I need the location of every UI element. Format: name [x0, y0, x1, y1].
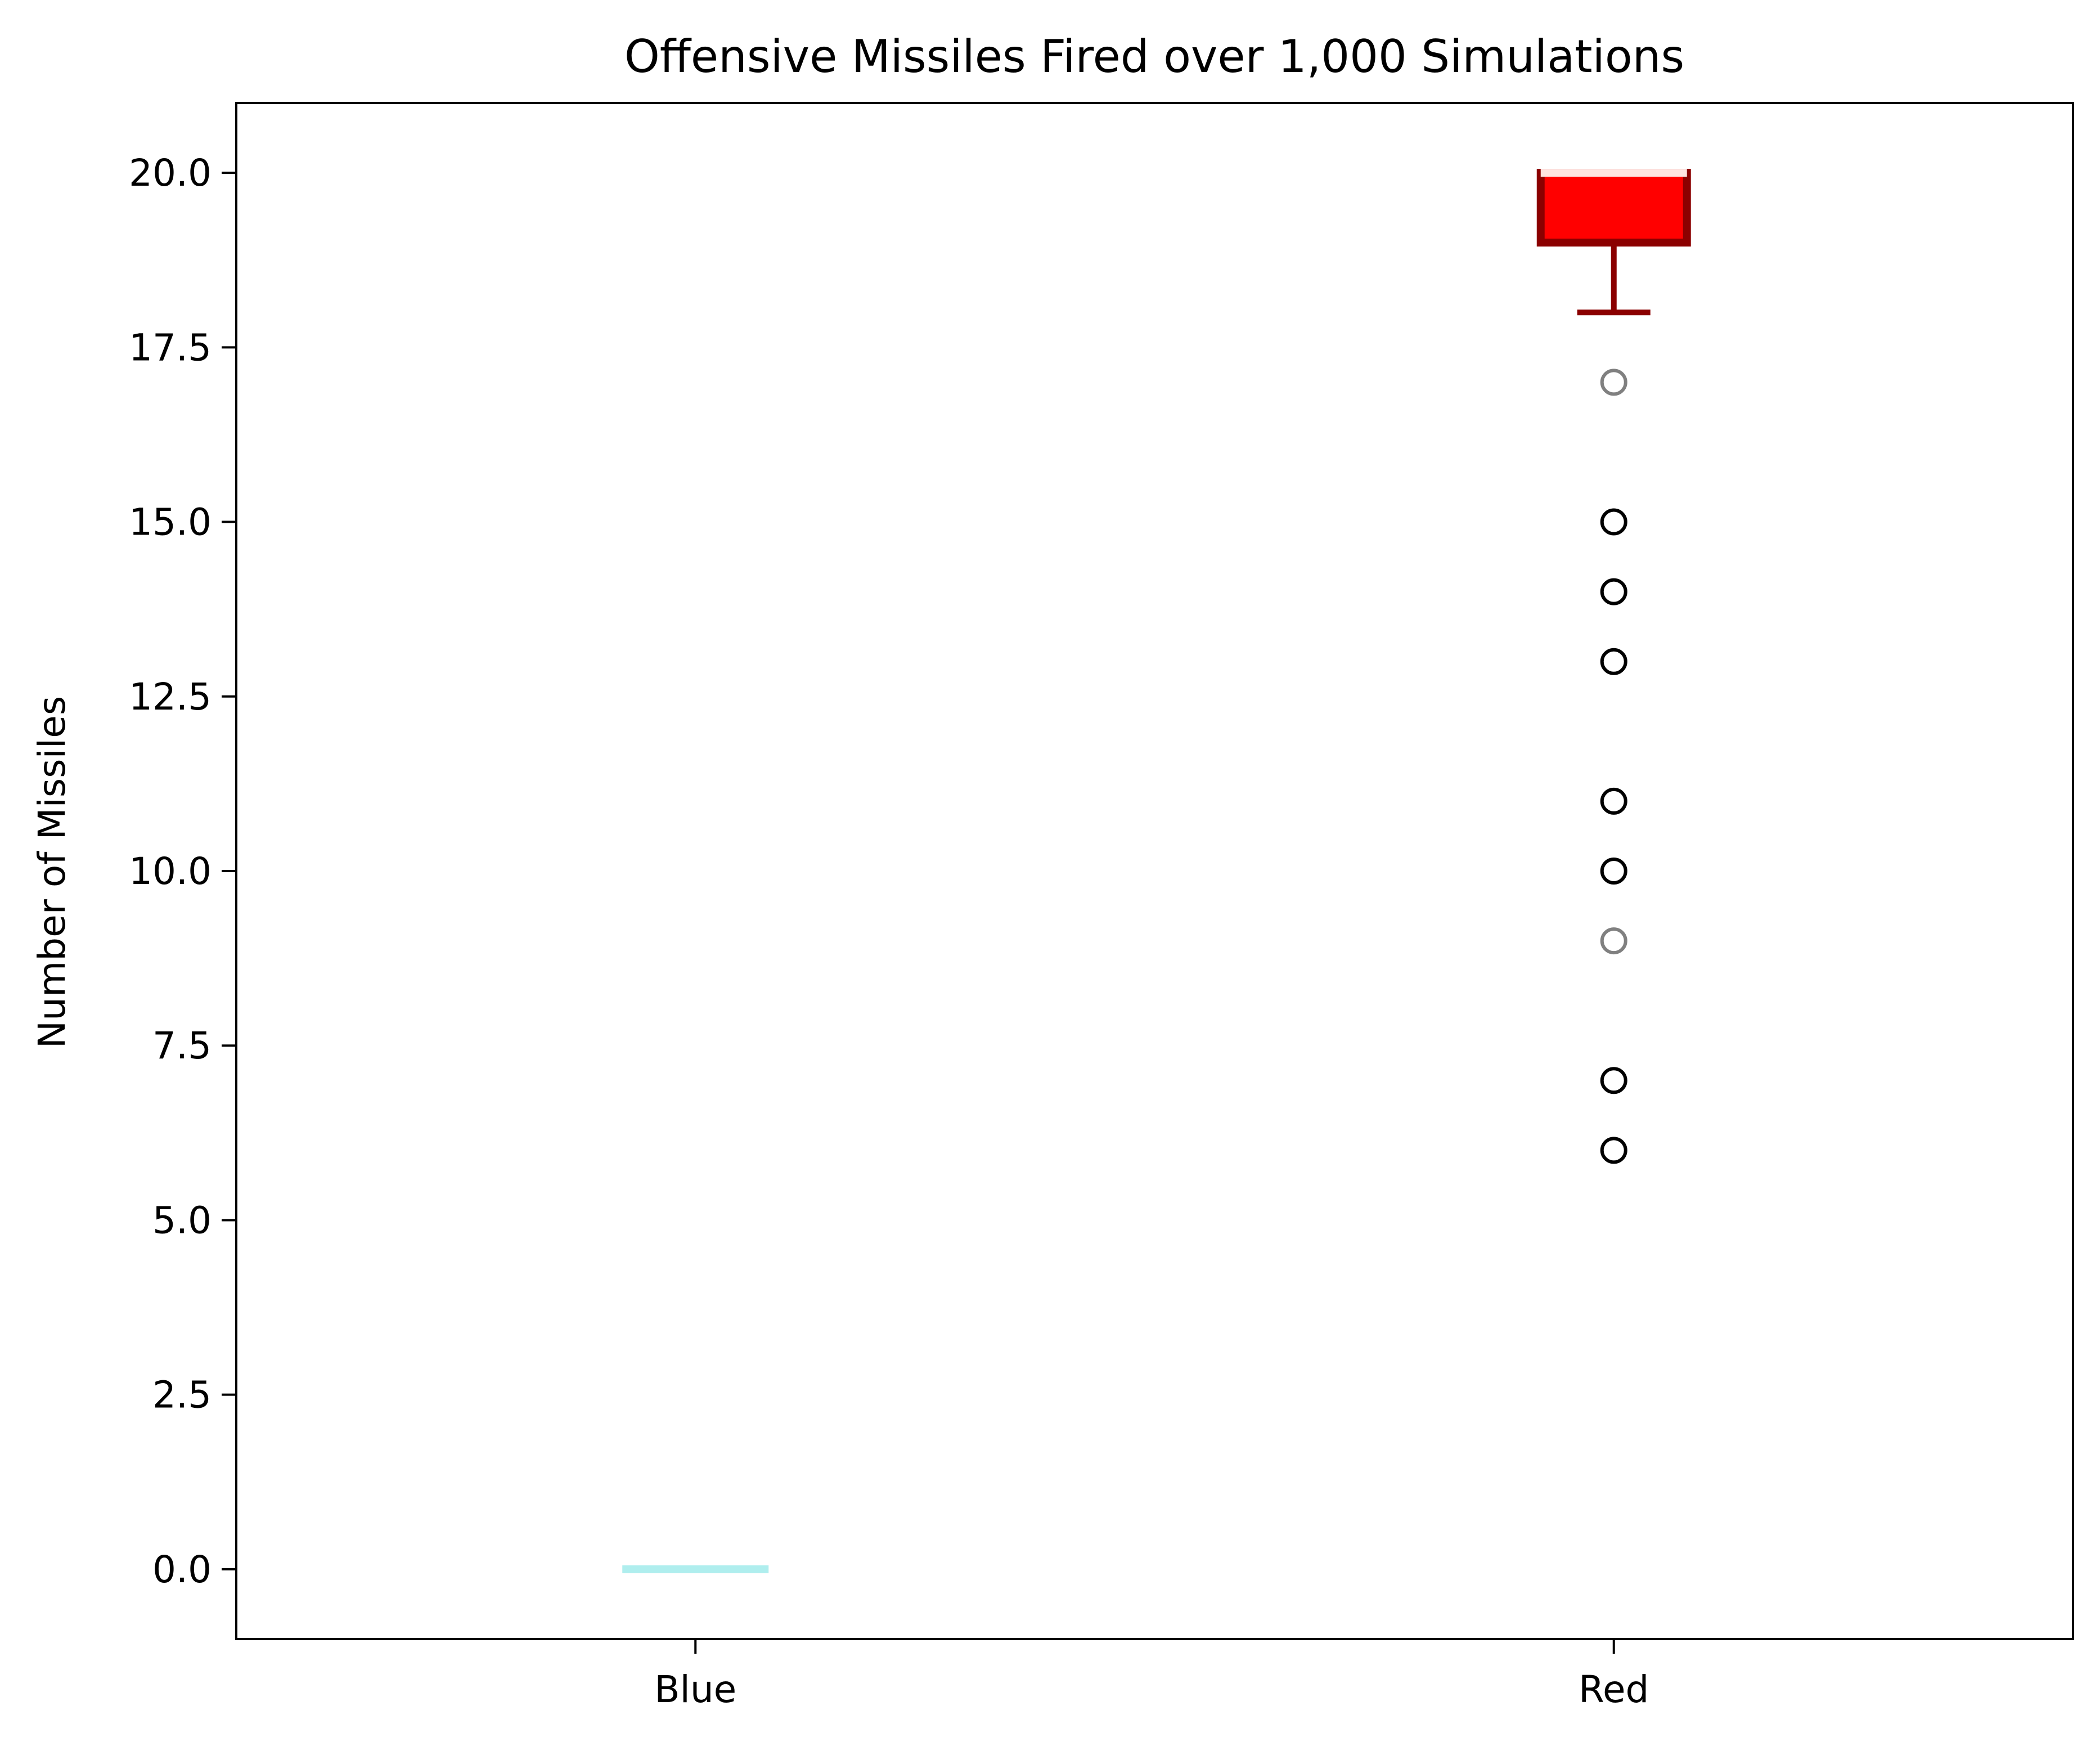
red-outlier-point [1600, 858, 1627, 885]
y-tick-label: 10.0 [129, 850, 212, 893]
red-outlier-point [1600, 1137, 1627, 1164]
red-outlier-point [1600, 648, 1627, 675]
y-tick-label: 5.0 [152, 1199, 212, 1242]
red-outlier-point [1600, 787, 1627, 815]
x-axis: Blue Red [654, 1639, 1649, 1711]
y-tick-label: 15.0 [129, 501, 212, 544]
red-outlier-point [1600, 508, 1627, 536]
chart-title: Offensive Missiles Fired over 1,000 Simu… [624, 30, 1684, 83]
red-outlier-point [1600, 1067, 1627, 1094]
y-tick-label: 20.0 [129, 151, 212, 195]
y-axis-label: Number of Missiles [30, 696, 74, 1048]
y-tick-label: 17.5 [129, 326, 212, 369]
y-tick-label: 7.5 [152, 1024, 212, 1067]
plot-frame [235, 102, 2074, 1640]
red-outlier-point [1600, 927, 1627, 955]
y-tick-label: 0.0 [152, 1548, 212, 1591]
x-tick-label: Blue [654, 1668, 736, 1711]
y-axis: 0.0 2.5 5.0 7.5 10.0 12.5 15.0 17.5 20.0 [129, 151, 236, 1591]
x-tick-label: Red [1579, 1668, 1649, 1711]
y-tick-label: 12.5 [129, 675, 212, 719]
red-outlier-point [1600, 369, 1627, 396]
plot-marks [622, 169, 1691, 1573]
red-outlier-point [1600, 578, 1627, 605]
red-box [1536, 169, 1691, 247]
y-tick-label: 2.5 [152, 1374, 212, 1417]
